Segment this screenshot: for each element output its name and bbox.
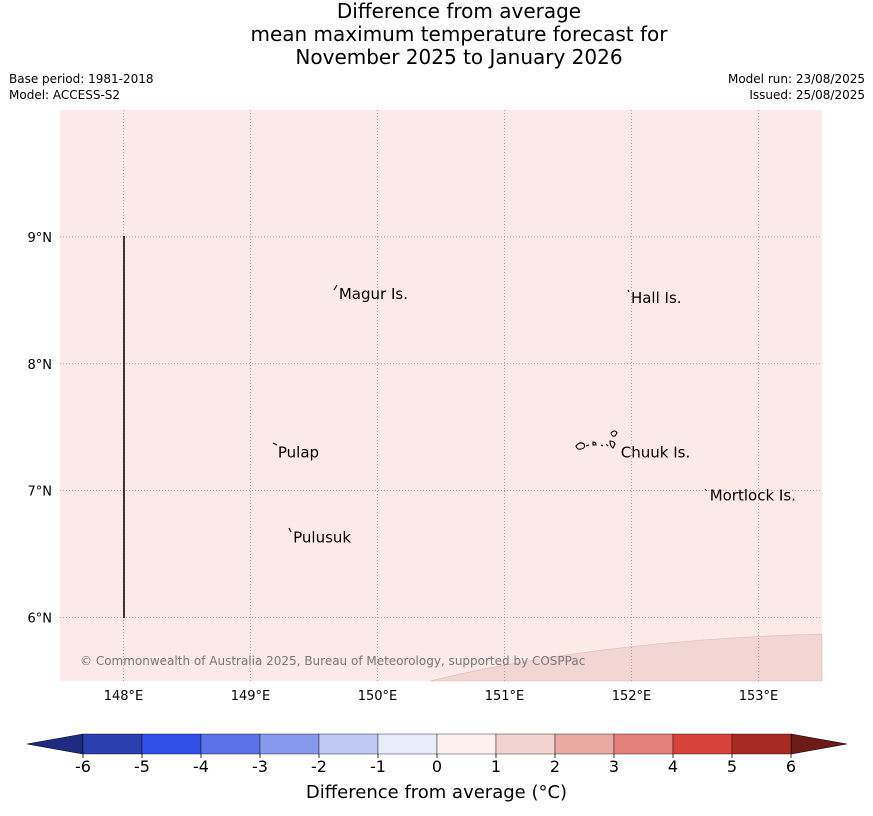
place-label: Pulap <box>278 444 319 462</box>
place-label: Pulusuk <box>293 529 351 547</box>
place-label: Chuuk Is. <box>621 444 690 462</box>
model-name: Model: ACCESS-S2 <box>9 88 121 102</box>
island-pulusuk <box>288 527 292 533</box>
lon-tick-label: 151°E <box>485 689 525 704</box>
lon-tick-label: 152°E <box>612 689 652 704</box>
colorbar-tick-label: 1 <box>491 757 501 776</box>
island-hall <box>627 289 630 293</box>
colorbar-segment <box>377 733 438 755</box>
map-panel: Magur Is. Hall Is. Pulap Chuuk Is. Mortlock … <box>60 110 823 682</box>
island-chuuk <box>575 430 618 450</box>
colorbar-tick-label: 5 <box>727 757 737 776</box>
colorbar-segment <box>436 733 497 755</box>
lon-tick-label: 148°E <box>104 689 144 704</box>
model-run: Model run: 23/08/2025 <box>727 72 865 86</box>
colorbar-segment <box>259 733 320 755</box>
lon-tick-label: 149°E <box>231 689 271 704</box>
colorbar-tick-label: 0 <box>432 757 442 776</box>
colorbar-segment <box>141 733 202 755</box>
lon-tick-label: 153°E <box>739 689 779 704</box>
title-line-3: November 2025 to January 2026 <box>295 45 623 69</box>
place-labels: Magur Is. Hall Is. Pulap Chuuk Is. Mortlock … <box>278 285 796 547</box>
axis-ticks: 148°E 149°E 150°E 151°E 152°E 153°E 9°N 8°N 7°N 6… <box>28 231 779 704</box>
colorbar-tick-label: 6 <box>786 757 796 776</box>
lat-tick-label: 7°N <box>28 485 53 500</box>
colorbar-segment <box>495 733 556 755</box>
map-background <box>60 110 822 681</box>
lon-tick-label: 150°E <box>358 689 398 704</box>
colorbar-segment <box>672 733 733 755</box>
colorbar-tick-label: -3 <box>252 757 268 776</box>
colorbar-label: Difference from average (°C) <box>305 782 568 803</box>
colorbar: -6 -5 -4 -3 -2 -1 0 1 2 3 4 5 6 <box>26 733 848 776</box>
island-mortlock <box>704 488 708 492</box>
meta-right: Model run: 23/08/2025 Issued: 25/08/2025 <box>728 71 865 103</box>
forecast-shade-region <box>429 633 823 682</box>
place-label: Hall Is. <box>631 289 682 307</box>
colorbar-tick-label: 3 <box>609 757 619 776</box>
colorbar-segment <box>613 733 674 755</box>
graticule <box>60 110 822 681</box>
colorbar-segment <box>82 733 143 755</box>
colorbar-tick-label: -1 <box>370 757 386 776</box>
colorbar-segment <box>200 733 261 755</box>
colorbar-tick-label: -5 <box>134 757 150 776</box>
colorbar-segment <box>318 733 379 755</box>
colorbar-under-extension <box>26 733 84 755</box>
meta-left: Base period: 1981-2018 Model: ACCESS-S2 <box>9 71 154 103</box>
title-line-1: Difference from average <box>336 0 582 23</box>
title-line-2: mean maximum temperature forecast for <box>250 22 668 46</box>
base-period: Base period: 1981-2018 <box>9 72 154 86</box>
island-pulap <box>272 442 278 446</box>
colorbar-segment <box>731 733 792 755</box>
place-label: Mortlock Is. <box>710 487 796 505</box>
copyright-notice: © Commonwealth of Australia 2025, Bureau… <box>80 654 585 668</box>
colorbar-over-extension <box>790 733 848 755</box>
colorbar-tick-label: 4 <box>668 757 678 776</box>
colorbar-tick-label: -6 <box>75 757 91 776</box>
island-outlines <box>272 284 708 533</box>
issued-date: Issued: 25/08/2025 <box>749 88 865 102</box>
colorbar-tick-label: 2 <box>550 757 560 776</box>
lat-tick-label: 6°N <box>28 612 53 627</box>
colorbar-segment <box>554 733 615 755</box>
place-label: Magur Is. <box>339 285 408 303</box>
colorbar-tick-label: -2 <box>311 757 327 776</box>
lat-tick-label: 8°N <box>28 358 53 373</box>
island-magur <box>333 284 338 291</box>
map-title: Difference from average mean maximum tem… <box>0 0 873 69</box>
colorbar-tick-label: -4 <box>193 757 209 776</box>
lat-tick-label: 9°N <box>28 231 53 246</box>
